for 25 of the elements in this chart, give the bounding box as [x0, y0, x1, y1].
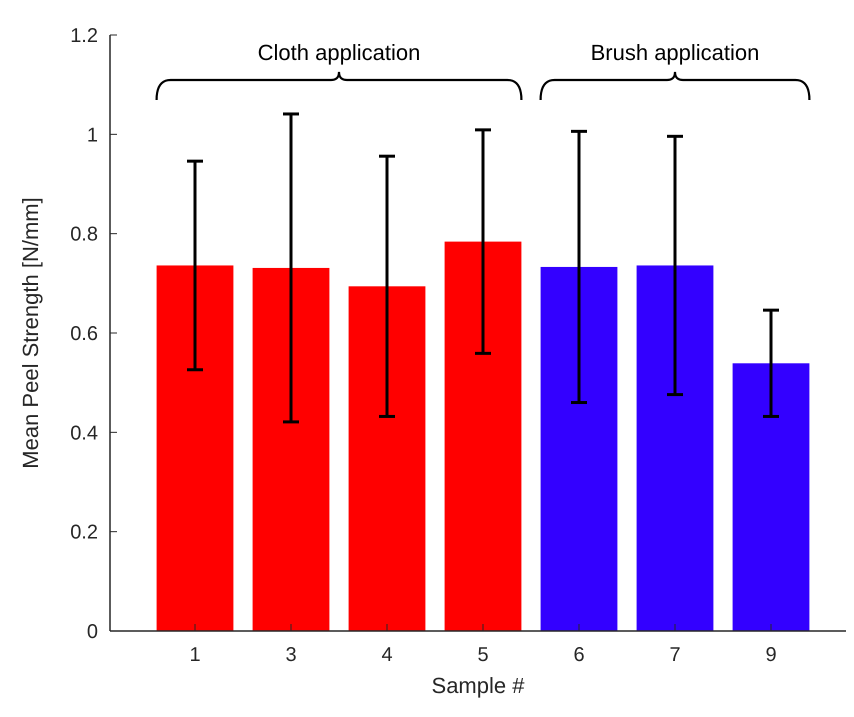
y-axis-title: Mean Peel Strength [N/mm] — [18, 197, 43, 469]
annotation: Brush application — [590, 40, 760, 65]
y-tick-label: 0 — [86, 621, 98, 643]
y-tick-label: 0.2 — [70, 522, 98, 544]
bar — [540, 266, 618, 631]
bar — [636, 265, 714, 631]
x-tick-label: 4 — [381, 644, 393, 666]
annotation: Cloth application — [258, 40, 420, 65]
bar — [156, 265, 234, 631]
x-tick-label: 9 — [765, 644, 777, 666]
bar — [732, 363, 810, 631]
y-tick-label: 1 — [86, 124, 98, 146]
x-tick-label: 3 — [285, 644, 297, 666]
y-tick-label: 0.8 — [70, 224, 98, 246]
y-tick-label: 0.6 — [70, 323, 98, 345]
bar — [252, 268, 330, 631]
bar — [348, 286, 426, 631]
x-tick-label: 6 — [573, 644, 585, 666]
x-tick-label: 1 — [189, 644, 201, 666]
y-tick-label: 0.4 — [70, 422, 98, 444]
x-axis-title: Sample # — [432, 673, 526, 698]
bar — [444, 242, 522, 631]
x-tick-label: 7 — [669, 644, 681, 666]
y-tick-label: 1.2 — [70, 25, 98, 47]
x-tick-label: 5 — [477, 644, 489, 666]
